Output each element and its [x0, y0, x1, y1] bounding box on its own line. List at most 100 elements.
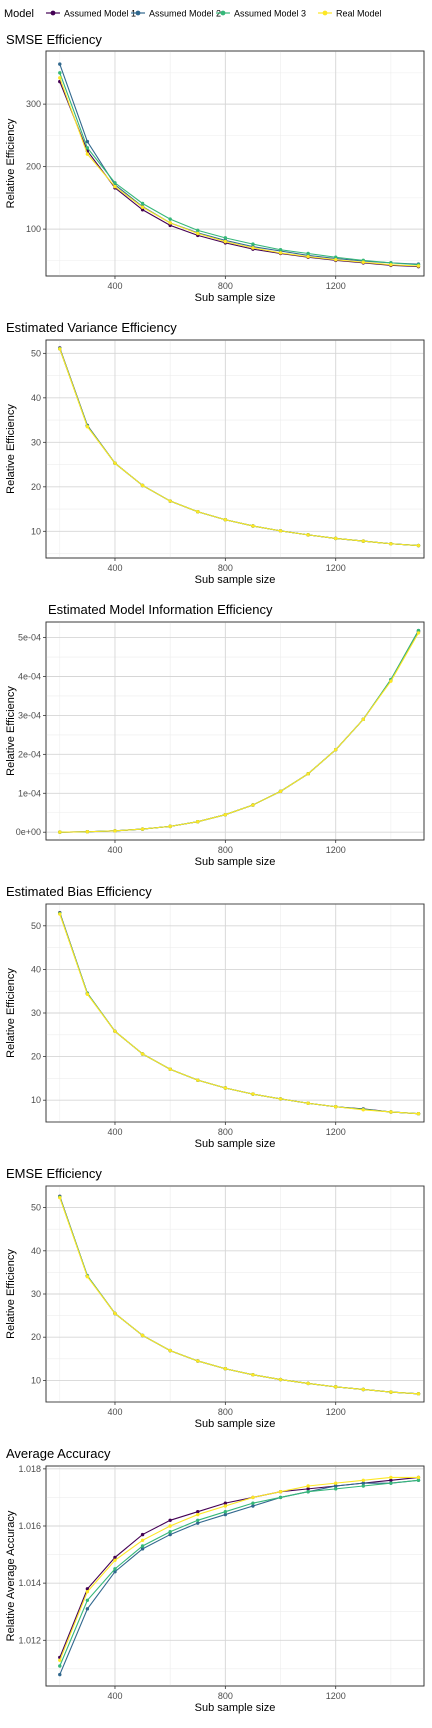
series-point-assumed-model-3	[113, 181, 117, 185]
series-point-real-model	[278, 1377, 283, 1382]
series-point-assumed-model-1	[196, 1510, 200, 1514]
series-point-real-model	[58, 76, 62, 80]
series-point-assumed-model-3	[306, 1490, 310, 1494]
series-point-real-model	[361, 717, 365, 722]
chart-estimated-model-information-efficiency: Estimated Model Information Efficiency 40…	[5, 602, 425, 868]
series-point-real-model	[334, 536, 338, 541]
series-point-real-model	[58, 1658, 62, 1662]
y-tick-label: 1.018	[18, 1464, 41, 1474]
series-point-assumed-model-3	[278, 1495, 283, 1500]
series-point-real-model	[334, 1481, 338, 1485]
series-point-assumed-model-3	[223, 1510, 228, 1514]
chart-title: Estimated Variance Efficiency	[6, 320, 177, 335]
series-point-real-model	[58, 1195, 62, 1200]
chart-emse-efficiency: EMSE Efficiency 400 800 1200 10 20 30 40 50 Sub s…	[5, 1166, 425, 1430]
series-point-assumed-model-3	[361, 1484, 365, 1488]
plot-border	[45, 1185, 425, 1403]
x-tick-label: 1200	[326, 1407, 346, 1417]
series-point-assumed-model-1	[113, 1555, 117, 1560]
series-point-real-model	[306, 1381, 310, 1386]
y-axis-label: Relative Efficiency	[5, 118, 17, 208]
y-tick-label: 20	[31, 482, 41, 492]
series-point-real-model	[278, 251, 283, 255]
series-point-real-model	[168, 824, 172, 829]
chart-title: Average Accuracy	[6, 1446, 111, 1461]
series-point-real-model	[361, 539, 365, 543]
series-point-real-model	[113, 1311, 117, 1316]
series-point-assumed-model-3	[58, 1664, 62, 1668]
x-tick-label: 400	[107, 563, 122, 573]
series-line-assumed-model-3	[59, 72, 419, 266]
chart-average-accuracy: Average Accuracy 400 800 1200 1.012 1.014 1.01…	[5, 1446, 425, 1714]
y-tick-label: 1e-04	[18, 788, 41, 798]
series-point-assumed-model-2	[334, 1484, 338, 1488]
y-tick-label: 40	[31, 393, 41, 403]
x-tick-label: 800	[218, 1691, 233, 1701]
series-point-real-model	[416, 543, 421, 548]
series-point-real-model	[389, 1390, 393, 1394]
y-tick-label: 30	[31, 1289, 41, 1299]
legend: Model Assumed Model 1 Assumed Model 2 Assum…	[4, 8, 382, 20]
series-point-real-model	[140, 205, 145, 209]
series-point-real-model	[58, 912, 62, 916]
series-line-real-model	[59, 77, 419, 267]
y-axis-label: Relative Average Accuracy	[5, 1510, 17, 1641]
x-tick-label: 800	[218, 281, 233, 291]
series-point-real-model	[416, 1112, 421, 1116]
series-point-real-model	[361, 1108, 365, 1112]
series-point-real-model	[306, 772, 310, 776]
series-point-real-model	[140, 1052, 145, 1056]
x-tick-label: 1200	[326, 563, 346, 573]
series-point-real-model	[223, 812, 228, 817]
series-point-assumed-model-3	[85, 1598, 90, 1602]
x-tick-label: 800	[218, 563, 233, 573]
y-tick-label: 30	[31, 437, 41, 447]
series-point-real-model	[85, 1590, 90, 1594]
series-point-assumed-model-2	[196, 1521, 200, 1525]
series-point-assumed-model-1	[389, 1478, 393, 1482]
y-tick-label: 20	[31, 1052, 41, 1062]
series-point-real-model	[306, 254, 310, 259]
series-point-real-model	[389, 1110, 393, 1114]
series-line-real-model	[59, 1197, 419, 1395]
series-point-real-model	[416, 631, 421, 635]
y-tick-label: 50	[31, 1203, 41, 1213]
series-point-assumed-model-1	[168, 1518, 172, 1522]
series-line-assumed-model-2	[59, 1479, 419, 1675]
series-point-real-model	[140, 1333, 145, 1338]
series-point-real-model	[196, 1078, 200, 1082]
series-line-real-model	[59, 348, 419, 547]
series-point-assumed-model-2	[85, 139, 90, 144]
series-point-assumed-model-2	[223, 1512, 228, 1517]
legend-label-assumed-model-1: Assumed Model 1	[64, 9, 136, 19]
series-point-real-model	[306, 533, 310, 537]
y-tick-label: 10	[31, 526, 41, 536]
series-point-real-model	[278, 1490, 283, 1494]
series-point-real-model	[361, 1478, 365, 1482]
series-point-real-model	[168, 1067, 172, 1071]
series-point-assumed-model-1	[140, 208, 145, 212]
series-line-assumed-model-2	[59, 63, 419, 265]
series-point-assumed-model-3	[196, 228, 200, 233]
series-point-real-model	[334, 1385, 338, 1389]
series-point-assumed-model-3	[416, 628, 421, 633]
x-axis-label: Sub sample size	[195, 574, 276, 586]
series-point-real-model	[140, 1538, 145, 1542]
series-point-assumed-model-2	[58, 1672, 62, 1677]
legend-key-point-real-model	[322, 10, 328, 16]
legend-label-assumed-model-3: Assumed Model 3	[234, 9, 306, 19]
series-point-real-model	[196, 1359, 200, 1363]
x-axis-label: Sub sample size	[195, 856, 276, 868]
series-point-real-model	[196, 231, 200, 236]
y-tick-label: 40	[31, 964, 41, 974]
legend-key-point-assumed-model-3	[220, 10, 226, 16]
series-point-real-model	[196, 820, 200, 824]
series-point-real-model	[85, 830, 90, 834]
x-tick-label: 400	[107, 845, 122, 855]
series-point-real-model	[168, 1524, 172, 1528]
y-tick-label: 300	[26, 99, 41, 109]
y-tick-label: 1.014	[18, 1578, 41, 1588]
x-axis-label: Sub sample size	[195, 1702, 276, 1714]
series-point-assumed-model-2	[140, 1547, 145, 1551]
series-point-assumed-model-3	[168, 1530, 172, 1534]
